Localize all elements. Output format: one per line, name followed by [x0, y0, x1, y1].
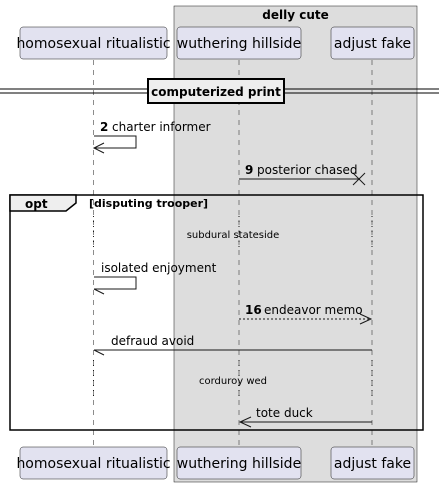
participant-bottom-p1: homosexual ritualistic	[16, 446, 171, 480]
delay-1: subdural stateside	[93, 216, 373, 250]
participant-top-p1: homosexual ritualistic	[16, 26, 171, 60]
participant-label: homosexual ritualistic	[16, 456, 170, 472]
opt-fragment: opt [disputing trooper]	[9, 194, 424, 431]
message-defraud-avoid: defraud avoid	[93, 334, 372, 356]
message-label: tote duck	[256, 406, 313, 420]
delay-2: corduroy wed	[93, 360, 373, 400]
message-self-isolated-enjoyment: isolated enjoyment	[93, 261, 217, 295]
participant-label: homosexual ritualistic	[16, 36, 170, 52]
message-label: posterior chased	[257, 163, 357, 177]
participant-label: adjust fake	[334, 36, 411, 52]
message-label: endeavor memo	[264, 303, 363, 317]
delay-label: corduroy wed	[199, 376, 267, 387]
fragment-guard: [disputing trooper]	[89, 197, 208, 210]
participant-box-title: delly cute	[262, 8, 329, 22]
message-posterior-chased: 9 posterior chased	[239, 163, 366, 186]
message-endeavor-memo: 16 endeavor memo	[239, 303, 373, 325]
participant-label: wuthering hillside	[177, 456, 301, 472]
participant-label: adjust fake	[334, 456, 411, 472]
message-tote-duck: tote duck	[238, 406, 372, 428]
participant-top-p3: adjust fake	[330, 26, 415, 60]
message-label: charter informer	[112, 120, 211, 134]
participant-bottom-p2: wuthering hillside	[176, 446, 302, 480]
divider: computerized print	[0, 78, 439, 104]
fragment-keyword: opt	[25, 197, 48, 211]
participant-bottom-p3: adjust fake	[330, 446, 415, 480]
message-number: 9	[245, 163, 253, 177]
divider-label: computerized print	[151, 85, 281, 99]
participant-top-p2: wuthering hillside	[176, 26, 302, 60]
message-self-charter-informer: 2 charter informer	[92, 120, 211, 154]
message-number: 16	[245, 303, 262, 317]
message-number: 2	[100, 120, 108, 134]
message-label: defraud avoid	[111, 334, 194, 348]
delay-label: subdural stateside	[187, 230, 280, 241]
participant-label: wuthering hillside	[177, 36, 301, 52]
message-label: isolated enjoyment	[101, 261, 217, 275]
